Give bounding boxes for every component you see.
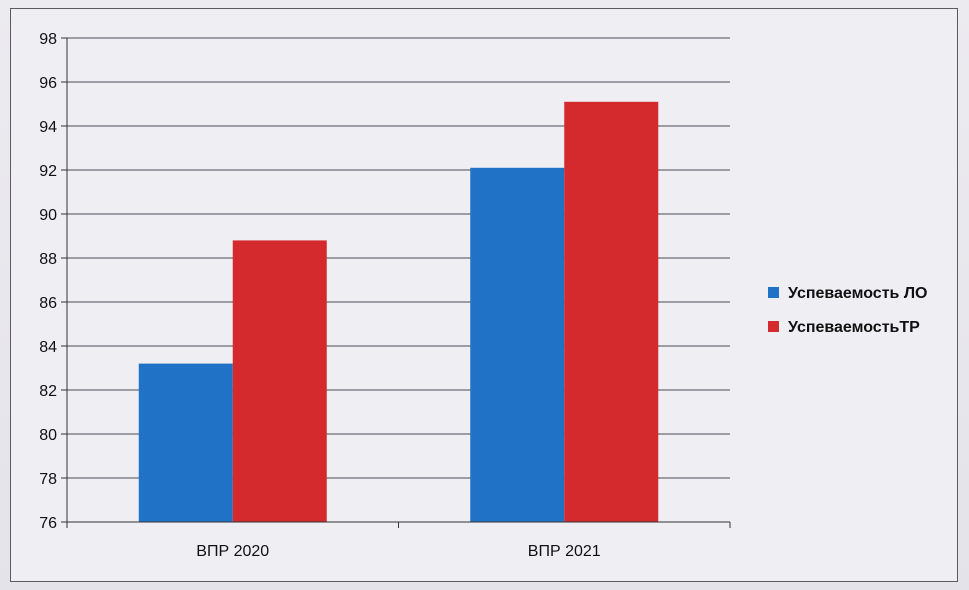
legend-swatch <box>768 287 779 298</box>
bar <box>138 363 233 522</box>
legend-label: УспеваемостьТР <box>788 319 920 336</box>
y-tick-label: 94 <box>39 119 57 136</box>
y-tick-label: 98 <box>39 31 57 48</box>
y-tick-label: 96 <box>39 75 57 92</box>
bars <box>138 101 659 523</box>
y-tick-label: 84 <box>39 339 57 356</box>
y-tick-label: 90 <box>39 207 57 224</box>
bar <box>470 167 565 523</box>
x-tick-label: ВПР 2020 <box>196 543 269 560</box>
y-tick-label: 92 <box>39 163 57 180</box>
bar <box>232 240 327 522</box>
y-tick-label: 88 <box>39 251 57 268</box>
legend-swatch <box>768 321 779 332</box>
bar <box>564 101 659 523</box>
y-tick-label: 80 <box>39 427 57 444</box>
y-tick-label: 78 <box>39 471 57 488</box>
y-tick-label: 86 <box>39 295 57 312</box>
y-tick-label: 82 <box>39 383 57 400</box>
legend-label: Успеваемость ЛО <box>788 285 928 302</box>
x-axis: ВПР 2020 ВПР 2021 <box>66 521 731 560</box>
legend: Успеваемость ЛО УспеваемостьТР <box>768 285 928 336</box>
y-tick-label: 76 <box>39 515 57 532</box>
y-axis: 76 78 80 82 84 86 88 90 92 94 96 98 <box>39 31 68 532</box>
x-tick-label: ВПР 2021 <box>528 543 601 560</box>
